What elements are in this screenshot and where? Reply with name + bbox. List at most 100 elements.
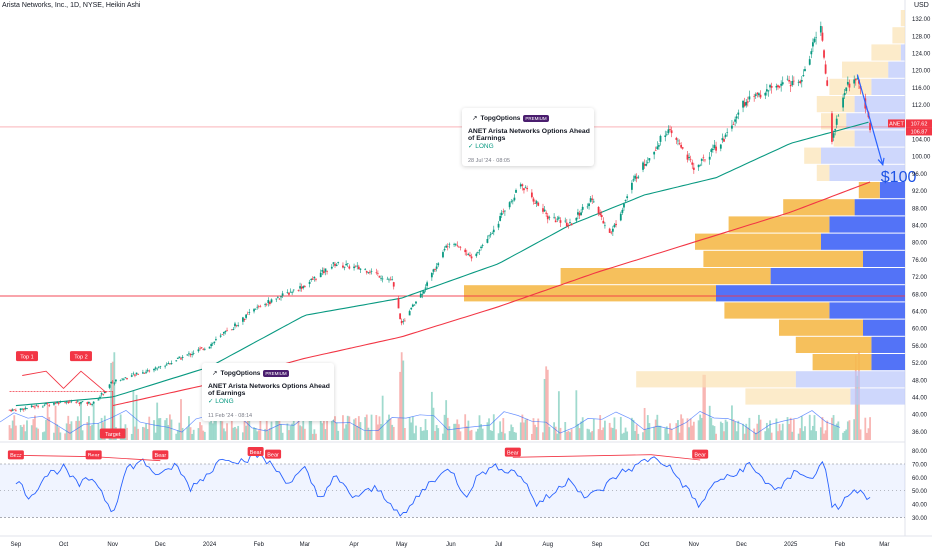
candle-body [46, 402, 49, 404]
candle-body [799, 81, 802, 83]
candle-body [54, 403, 57, 405]
idea-timestamp: 11 Feb '24 · 08:14 [208, 413, 253, 419]
candle-body [535, 201, 538, 204]
candle-body [376, 272, 379, 274]
candle-body [565, 222, 568, 227]
time-tick-label: Dec [736, 542, 747, 548]
price-tick-label: 40.00 [912, 413, 928, 419]
volume-bar [57, 427, 60, 440]
volume-bar [689, 418, 692, 440]
volume-bar [824, 430, 827, 440]
volume-bar [219, 416, 222, 440]
volume-bar [54, 405, 57, 440]
candle-body [619, 213, 622, 221]
volume-bar [713, 426, 716, 440]
idea-title[interactable]: ANET Arista Networks Options Ahead of Ea… [468, 128, 590, 142]
candle-body [586, 206, 589, 208]
volume-profile-sell [888, 61, 905, 78]
volume-bar [542, 432, 544, 440]
volume-bar [176, 430, 179, 440]
candle-body [675, 137, 678, 140]
volume-bar [578, 428, 581, 440]
candle-body [748, 96, 751, 100]
volume-bar [200, 425, 203, 440]
candle-body [308, 281, 311, 284]
idea-card-february[interactable]: ↗ TopgOptions PREMIUM ANET Arista Networks… [202, 363, 334, 421]
candle-body [92, 402, 95, 404]
candle-body [234, 323, 236, 327]
candle-body [110, 382, 113, 384]
volume-bar [530, 433, 533, 440]
volume-profile-buy [804, 147, 821, 164]
volume-bar [34, 415, 36, 440]
volume-bar [508, 431, 511, 440]
candle-body [280, 296, 282, 298]
volume-bar [167, 425, 170, 440]
rsi-tick-label: 50.00 [912, 489, 928, 495]
price-axis[interactable]: 132.00128.00124.00120.00116.00112.00108.… [888, 17, 932, 522]
volume-bar [423, 430, 425, 440]
volume-bar [480, 424, 482, 440]
candle-body [143, 373, 146, 374]
price-tick-label: 60.00 [912, 327, 928, 333]
candle-body [569, 222, 571, 224]
volume-bar [459, 431, 462, 440]
volume-bar [626, 431, 629, 440]
volume-bar [637, 433, 640, 440]
volume-bar [356, 425, 359, 440]
candle-body [248, 312, 251, 313]
idea-title[interactable]: ANET Arista Networks Options Ahead of Ea… [208, 383, 330, 397]
candle-body [41, 406, 44, 408]
volume-bar [400, 352, 403, 440]
candle-body [453, 244, 455, 245]
volume-bar [526, 418, 529, 440]
volume-profile-sell [829, 216, 905, 233]
price-tick-label: 88.00 [912, 206, 928, 212]
candle-body [470, 256, 473, 259]
volume-bar [453, 423, 455, 440]
candle-body [75, 402, 78, 403]
candle-body [257, 306, 260, 307]
idea-card-july[interactable]: ↗ TopgOptions PREMIUM ANET Arista Networks… [462, 108, 594, 166]
volume-profile-buy [842, 61, 889, 78]
volume-bar [264, 428, 267, 440]
price-tick-label: 56.00 [912, 344, 928, 350]
candle-body [667, 129, 670, 134]
candle-body [411, 304, 414, 307]
volume-bar [710, 417, 713, 440]
volume-bar [19, 425, 22, 440]
volume-bar [658, 425, 660, 440]
candle-body [365, 271, 368, 273]
time-axis[interactable]: Sep Oct Nov Dec 2024 Feb Mar Apr May Jun Jul Aug Sep… [11, 542, 890, 548]
candle-body [67, 401, 70, 403]
candle-body [631, 182, 633, 190]
candle-body [553, 216, 556, 218]
volume-profile-sell [863, 319, 905, 336]
candle-body [543, 209, 546, 212]
candle-body [78, 402, 81, 404]
candle-body [689, 158, 692, 160]
volume-bar [446, 417, 449, 440]
candle-body [126, 378, 128, 380]
volume-bar [442, 433, 444, 440]
premium-badge: PREMIUM [523, 114, 549, 122]
volume-bar [126, 427, 128, 440]
candle-body [530, 192, 533, 198]
volume-bar [742, 423, 744, 440]
volume-profile-buy [779, 319, 863, 336]
volume-bar [153, 420, 155, 440]
time-tick-label: Nov [688, 542, 699, 548]
volume-bar [488, 418, 490, 440]
volume-profile-buy [871, 44, 901, 61]
signal-label: Target [105, 432, 121, 438]
candle-body [611, 228, 614, 232]
candle-body [510, 201, 513, 202]
candle-body [381, 278, 384, 280]
candle-body [824, 64, 827, 74]
candle-body [89, 403, 92, 405]
volume-profile-buy [821, 113, 847, 130]
volume-bar [557, 391, 560, 440]
candle-body [76, 401, 79, 403]
volume-bar [867, 428, 870, 440]
